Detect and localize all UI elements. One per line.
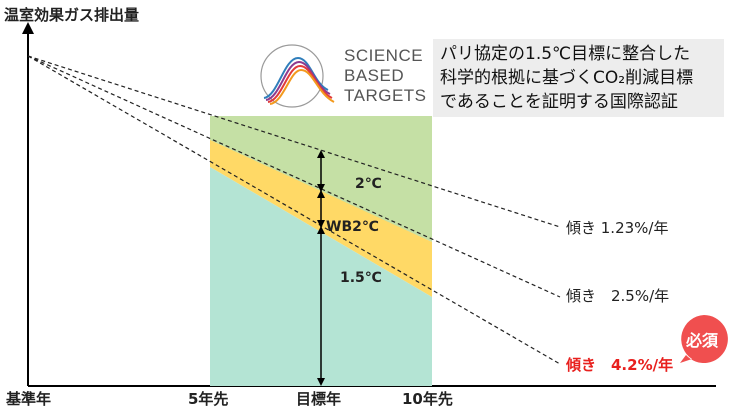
callout-line-3: であることを証明する国際認証: [440, 92, 678, 112]
callout-text: パリ協定の1.5℃目標に整合した 科学的根拠に基づくCO₂削減目標 であることを…: [440, 42, 693, 114]
measure-arrow-c: [317, 220, 325, 228]
slope-label-4.2: 傾き 4.2%/年: [566, 356, 674, 374]
x-label-10-years: 10年先: [402, 390, 453, 408]
sbt-logo-line-2: BASED: [344, 66, 405, 85]
slope-label-2.5: 傾き 2.5%/年: [566, 287, 670, 305]
measure-arrow-bottom: [317, 378, 325, 386]
required-badge-icon: [680, 315, 728, 363]
measure-arrow-d: [317, 226, 325, 234]
measure-arrow-top: [317, 150, 325, 158]
sbt-logo-line-3: TARGETS: [344, 86, 427, 105]
band-label-wb2c: WB2℃: [326, 219, 379, 235]
required-badge-label: 必須: [686, 331, 719, 350]
slope-label-1.23: 傾き 1.23%/年: [566, 219, 669, 237]
band-label-15c: 1.5℃: [340, 270, 382, 286]
sbt-logo-text: SCIENCE BASED TARGETS: [344, 46, 427, 106]
callout-box: [433, 39, 724, 117]
trajectory-line-2.5: [27, 55, 561, 298]
callout-line-2: 科学的根拠に基づくCO₂削減目標: [440, 68, 694, 88]
x-label-target-year: 目標年: [296, 390, 342, 408]
trajectory-line-1.23: [27, 55, 561, 228]
measure-arrow-a: [317, 184, 325, 192]
sbt-logo-line-1: SCIENCE: [344, 46, 424, 65]
callout-line-1: パリ協定の1.5℃目標に整合した: [440, 44, 691, 64]
sbt-logo-icon: [260, 44, 335, 108]
y-axis-arrow: [22, 22, 34, 34]
x-label-5-years: 5年先: [188, 390, 229, 408]
band-label-2c: 2℃: [355, 176, 382, 192]
measure-arrow-b: [317, 190, 325, 198]
x-label-base-year: 基準年: [6, 390, 52, 408]
trajectory-line-4.2: [27, 55, 561, 365]
y-axis-title: 温室効果ガス排出量: [4, 6, 140, 24]
